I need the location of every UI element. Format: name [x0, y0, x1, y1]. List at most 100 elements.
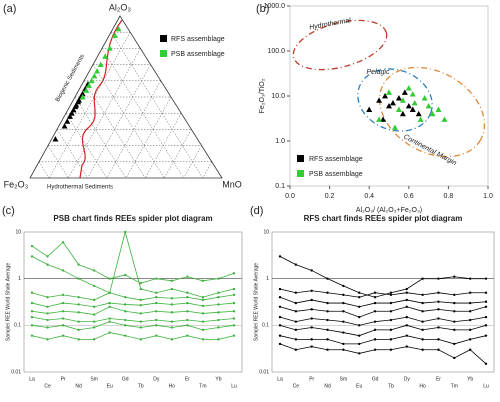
series-marker — [201, 338, 205, 341]
x-tick-label: Lu — [483, 383, 489, 389]
series-marker — [170, 287, 174, 291]
series-marker — [92, 326, 96, 329]
scatter-point — [380, 116, 387, 122]
series-line — [279, 343, 487, 365]
series-marker — [484, 277, 488, 280]
x-tick-label: Pr — [309, 376, 314, 382]
series-marker — [92, 338, 96, 341]
ternary-point — [75, 97, 82, 103]
series-marker — [405, 345, 408, 348]
series-marker — [389, 318, 393, 322]
x-tick-label: Tb — [388, 383, 394, 389]
series-marker — [389, 291, 393, 294]
series-marker — [468, 310, 472, 313]
series-marker — [358, 342, 361, 346]
series-marker — [201, 320, 205, 323]
series-marker — [124, 273, 127, 277]
series-marker — [108, 317, 111, 320]
series-marker — [108, 305, 111, 308]
series-marker — [92, 284, 96, 288]
series-marker — [294, 320, 298, 323]
series-marker — [232, 334, 236, 337]
series-marker — [373, 338, 377, 341]
series-marker — [358, 315, 361, 319]
ternary-grid — [106, 80, 162, 179]
scatter-point — [405, 102, 412, 109]
x-tick-label: Tm — [199, 383, 206, 389]
series-marker — [186, 275, 189, 278]
series-marker — [30, 255, 34, 258]
ternary-point — [73, 102, 80, 108]
series-marker — [373, 310, 377, 313]
series-marker — [358, 305, 361, 308]
scatter-point — [399, 97, 406, 103]
series-marker — [405, 324, 408, 327]
x-tick-label: Eu — [356, 383, 362, 389]
series-marker — [310, 345, 313, 348]
series-marker — [389, 293, 393, 297]
series-marker — [77, 296, 80, 299]
ternary-grid — [87, 64, 151, 179]
series-marker — [326, 310, 329, 313]
series-marker — [453, 275, 456, 278]
series-marker — [421, 277, 424, 280]
series-marker — [342, 331, 345, 334]
legend-swatch — [297, 155, 304, 162]
series-marker — [468, 328, 472, 332]
pelagic-field — [357, 68, 433, 132]
vertex-label: Al₂O₃ — [109, 2, 131, 12]
x-tick-label: Gd — [122, 376, 129, 382]
y-axis-label: Sample/ REE World Shale Average — [5, 263, 11, 341]
series-marker — [326, 301, 329, 305]
series-marker — [421, 320, 424, 323]
scatter-point — [411, 99, 418, 106]
series-marker — [421, 310, 424, 313]
x-tick-label: Dy — [153, 376, 160, 382]
scatter-point — [395, 95, 402, 101]
x-tick-label: Ce — [293, 383, 300, 389]
series-marker — [421, 293, 424, 297]
series-marker — [30, 244, 34, 248]
series-marker — [294, 338, 298, 341]
ternary-point — [94, 68, 101, 74]
series-marker — [232, 287, 236, 291]
series-marker — [310, 298, 313, 302]
series-marker — [186, 334, 189, 337]
scatter-point — [415, 110, 422, 117]
ternary-grid — [202, 161, 213, 179]
series-marker — [453, 310, 456, 313]
series-line — [279, 324, 487, 337]
series-marker — [139, 298, 142, 302]
series-marker — [155, 291, 158, 294]
ternary-frame — [29, 15, 223, 179]
series-marker — [124, 324, 127, 327]
ternary-point — [85, 82, 92, 89]
y-tick-label: 0.1 — [275, 183, 285, 190]
x-tick-label: La — [29, 376, 35, 382]
series-line — [279, 288, 486, 298]
series-marker — [358, 296, 361, 299]
series-marker — [201, 279, 205, 283]
series-marker — [92, 313, 96, 316]
series-marker — [453, 320, 456, 323]
series-marker — [405, 315, 408, 319]
x-tick-label: Ho — [169, 383, 176, 389]
panel-label: (a) — [3, 3, 16, 15]
series-marker — [30, 315, 34, 319]
annotation: Hydrothermal Sediments — [47, 185, 113, 191]
series-marker — [453, 328, 456, 332]
vertex-label: Fe₂O₃ — [4, 179, 29, 189]
series-marker — [155, 310, 158, 313]
ternary-grid — [47, 145, 69, 179]
x-tick-label: Yb — [467, 376, 473, 382]
series-marker — [468, 338, 472, 341]
x-tick-label: Tm — [451, 383, 458, 389]
ternary-point — [106, 45, 113, 51]
series-marker — [373, 301, 377, 305]
scatter-point — [376, 97, 383, 103]
annotation: Hydrothermal — [309, 17, 352, 31]
series-marker — [30, 334, 34, 337]
series-marker — [484, 324, 488, 327]
series-marker — [92, 269, 96, 272]
series-marker — [405, 305, 408, 308]
